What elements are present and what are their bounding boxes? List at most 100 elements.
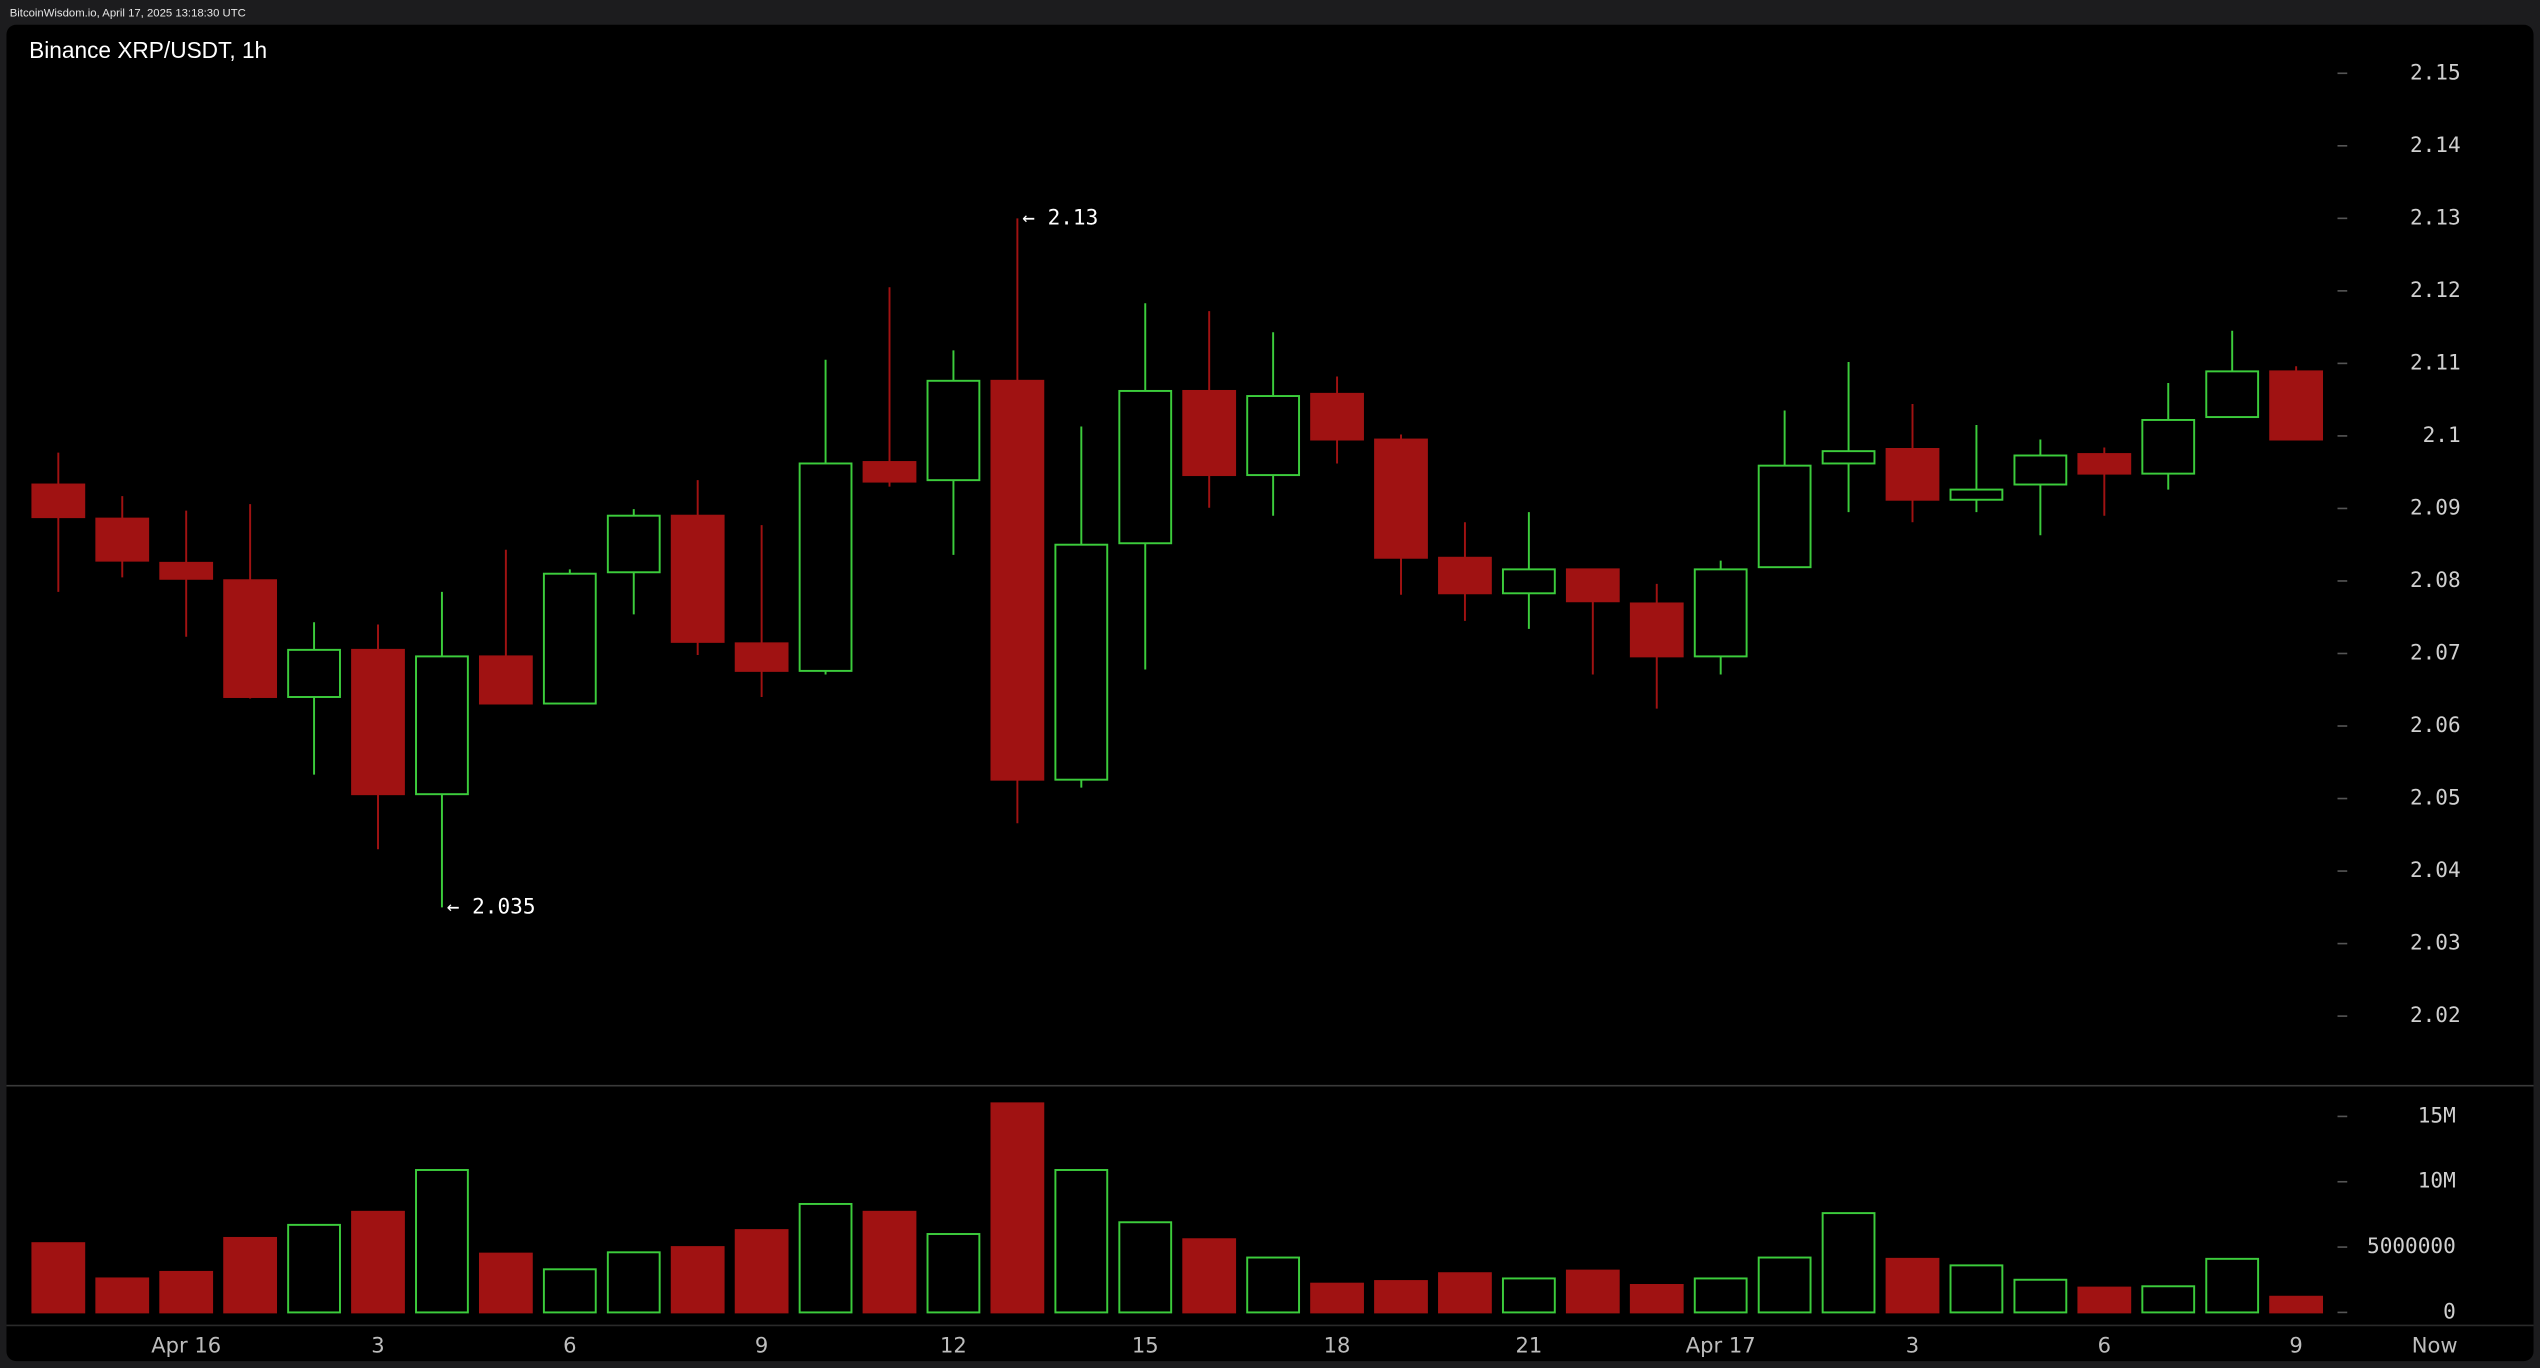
volume-tick-label: 15M	[2418, 1102, 2456, 1127]
candle-body	[926, 379, 981, 482]
volume-bar	[1565, 1269, 1620, 1314]
candle-body	[1629, 602, 1684, 658]
candle-body	[31, 483, 86, 519]
y-tick-label: 2.03	[2410, 930, 2461, 955]
candle-body	[1821, 450, 1876, 465]
volume-bar	[862, 1210, 917, 1314]
x-tick-label: Apr 16	[151, 1333, 221, 1358]
volume-bar	[670, 1246, 725, 1314]
candle-body	[734, 642, 789, 672]
y-tick-label: 2.06	[2410, 712, 2461, 737]
volume-bar	[1438, 1272, 1492, 1314]
volume-bar	[734, 1229, 789, 1314]
x-tick-label: 9	[755, 1333, 768, 1358]
volume-bar	[351, 1210, 405, 1314]
volume-bar	[542, 1268, 597, 1314]
volume-bar	[926, 1233, 981, 1314]
y-tick-label: 2.1	[2423, 422, 2461, 447]
candle-body	[1246, 395, 1301, 477]
volume-bar	[1885, 1257, 1940, 1314]
y-tick-label: 2.14	[2410, 132, 2461, 157]
candle-body	[1438, 556, 1492, 595]
y-tick-label: 2.13	[2410, 204, 2461, 229]
volume-bar	[990, 1102, 1045, 1314]
volume-bar	[1182, 1238, 1237, 1314]
volume-bar	[1374, 1280, 1428, 1314]
y-tick-label: 2.12	[2410, 277, 2461, 302]
y-tick-label: 2.11	[2410, 349, 2461, 374]
candle-body	[670, 514, 725, 643]
x-tick-label: 6	[2098, 1333, 2111, 1358]
volume-bar	[798, 1202, 853, 1314]
volume-bar	[2013, 1278, 2068, 1314]
high-annotation: ← 2.13	[1022, 204, 1098, 229]
candle-body	[1501, 568, 1556, 595]
y-tick-label: 2.02	[2410, 1002, 2461, 1027]
candle-body	[287, 648, 341, 698]
volume-bar	[606, 1251, 661, 1314]
candle-body	[990, 379, 1045, 781]
volume-bar	[1054, 1169, 1109, 1314]
x-tick-label: 18	[1324, 1333, 1351, 1358]
candle-body	[223, 579, 278, 698]
candle-body	[1182, 389, 1237, 477]
volume-bar	[287, 1223, 341, 1314]
volume-bar	[223, 1236, 278, 1314]
y-tick-label: 2.09	[2410, 494, 2461, 519]
low-annotation: ← 2.035	[447, 893, 536, 918]
volume-bar	[1757, 1256, 1812, 1314]
candle-body	[542, 572, 597, 705]
x-tick-label: Apr 17	[1686, 1333, 1756, 1358]
volume-bar	[2141, 1285, 2196, 1314]
volume-bar	[1821, 1212, 1876, 1314]
x-tick-label: 3	[1906, 1333, 1919, 1358]
candle-body	[1565, 568, 1620, 603]
volume-bar	[1693, 1277, 1748, 1314]
candle-body	[351, 648, 405, 796]
x-tick-label: 15	[1132, 1333, 1159, 1358]
candle-body	[606, 514, 661, 574]
volume-bar	[1501, 1277, 1556, 1314]
candle-body	[1757, 464, 1812, 569]
y-tick-label: 2.07	[2410, 639, 2461, 664]
candle-body	[95, 517, 150, 562]
volume-bar	[2205, 1257, 2260, 1314]
y-tick-label: 2.04	[2410, 857, 2461, 882]
x-tick-label: 9	[2289, 1333, 2302, 1358]
volume-bar	[95, 1277, 150, 1314]
candle-body	[478, 655, 533, 705]
volume-bar	[1246, 1256, 1301, 1314]
volume-bar	[415, 1169, 469, 1314]
candle-body	[2141, 418, 2196, 475]
volume-tick-label: 10M	[2418, 1168, 2456, 1193]
y-tick-label: 2.05	[2410, 785, 2461, 810]
candle-body	[2077, 453, 2132, 475]
volume-bar	[31, 1242, 86, 1314]
candle-body	[798, 462, 853, 672]
header: BitcoinWisdom.io, April 17, 2025 13:18:3…	[10, 7, 246, 19]
volume-bar	[1629, 1284, 1684, 1314]
candle-body	[1885, 447, 1940, 501]
volume-bar	[1118, 1221, 1173, 1314]
candle-body	[1310, 392, 1364, 441]
candle-body	[415, 655, 469, 796]
volume-tick-label: 5000000	[2367, 1233, 2456, 1258]
candle-body	[159, 561, 214, 580]
volume-bar	[1949, 1264, 2004, 1314]
candle-body	[2013, 454, 2068, 486]
chart-panel	[6, 24, 2534, 1362]
candle-body	[2269, 370, 2324, 441]
x-tick-label: 12	[940, 1333, 967, 1358]
x-tick-label: 21	[1515, 1333, 1542, 1358]
volume-bar	[478, 1252, 533, 1314]
candle-body	[1693, 568, 1748, 658]
candle-body	[1118, 389, 1173, 545]
volume-bar	[2269, 1295, 2324, 1314]
y-tick-label: 2.08	[2410, 567, 2461, 592]
candle-body	[1374, 438, 1428, 559]
chart-title: Binance XRP/USDT, 1h	[29, 37, 267, 63]
volume-bar	[1310, 1282, 1364, 1314]
y-tick-label: 2.15	[2410, 59, 2461, 84]
